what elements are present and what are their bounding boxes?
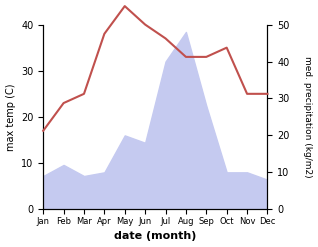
Y-axis label: max temp (C): max temp (C) bbox=[5, 83, 16, 151]
Y-axis label: med. precipitation (kg/m2): med. precipitation (kg/m2) bbox=[303, 56, 313, 178]
X-axis label: date (month): date (month) bbox=[114, 231, 197, 242]
